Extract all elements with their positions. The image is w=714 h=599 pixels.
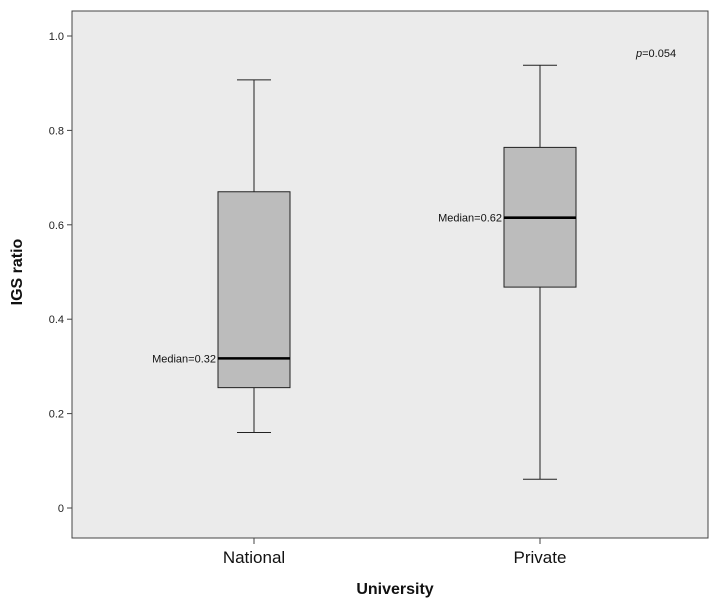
- p-value-text: =0.054: [642, 48, 676, 60]
- y-tick-label: 0.2: [49, 409, 64, 421]
- p-value-symbol: p: [635, 48, 642, 60]
- y-axis: 0 0.2 0.4 0.6 0.8 1.0: [49, 31, 72, 515]
- y-tick-label: 0.6: [49, 220, 64, 232]
- median-label: Median=0.62: [438, 213, 502, 225]
- plot-area: [71, 10, 709, 539]
- x-tick-label: Private: [514, 548, 567, 567]
- y-tick-label: 0: [58, 503, 64, 515]
- box-group: Median=0.32 Median=0.62: [152, 64, 577, 480]
- x-tick-label: National: [223, 548, 285, 567]
- y-tick-label: 0.8: [49, 125, 64, 137]
- iqr-box: [217, 191, 291, 389]
- y-tick-label: 0.4: [49, 314, 64, 326]
- x-axis: National Private: [223, 538, 567, 567]
- median-label: Median=0.32: [152, 353, 216, 365]
- p-value-annotation: p=0.054: [635, 48, 676, 60]
- y-axis-title: IGS ratio: [9, 238, 26, 305]
- y-tick-label: 1.0: [49, 31, 64, 43]
- x-axis-title: University: [356, 581, 433, 598]
